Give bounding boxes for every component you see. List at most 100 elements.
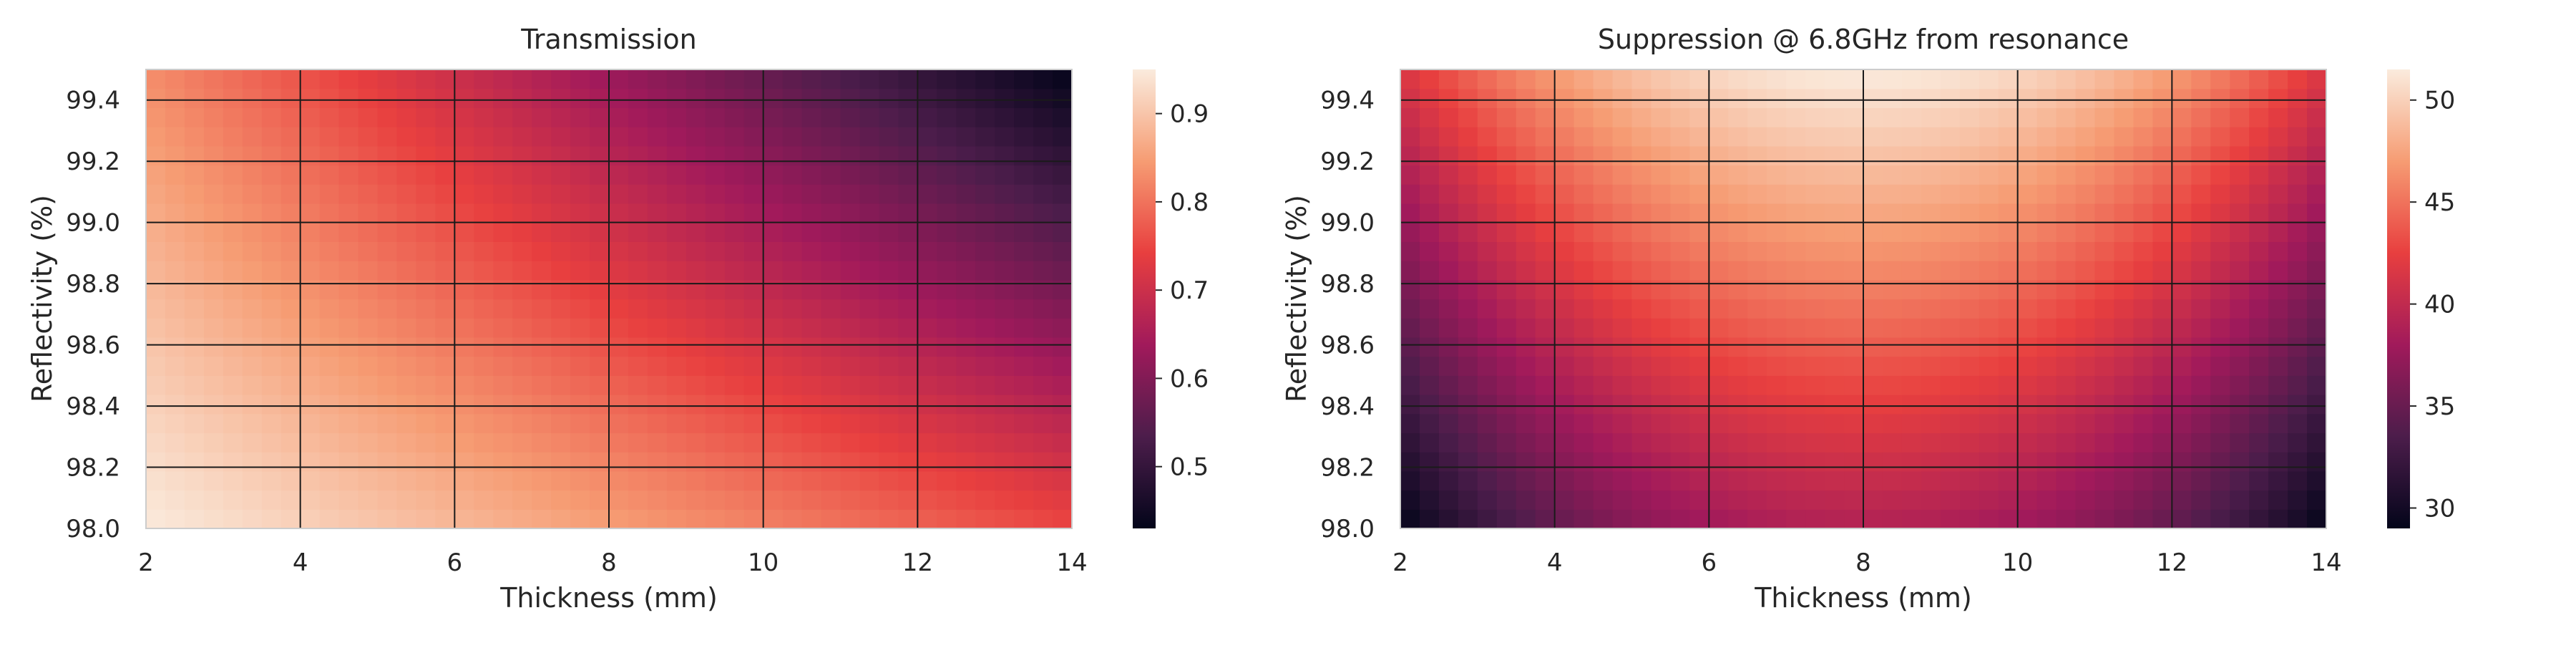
heatmap-cell xyxy=(184,470,205,491)
heatmap-cell xyxy=(2172,509,2192,529)
heatmap-cell xyxy=(570,145,590,166)
heatmap-cell xyxy=(1747,356,1767,376)
heatmap-cell xyxy=(319,203,340,223)
x-tick-label: 12 xyxy=(902,548,933,577)
heatmap-cell xyxy=(2191,490,2211,510)
heatmap-cell xyxy=(300,452,321,472)
heatmap-cell xyxy=(2036,203,2057,223)
heatmap-cell xyxy=(2249,395,2269,415)
heatmap-cell xyxy=(2172,165,2192,185)
heatmap-cell xyxy=(512,107,532,127)
heatmap-cell xyxy=(203,470,224,491)
heatmap-cell xyxy=(1631,261,1652,281)
heatmap-cell xyxy=(1014,222,1034,242)
heatmap-cell xyxy=(705,470,726,491)
heatmap-cell xyxy=(2288,413,2308,434)
heatmap-cell xyxy=(1805,107,1825,127)
heatmap-cell xyxy=(801,107,822,127)
heatmap-cell xyxy=(724,261,745,281)
heatmap-cell xyxy=(1612,241,1633,261)
heatmap-cell xyxy=(1477,490,1498,510)
heatmap-cell xyxy=(879,165,899,185)
heatmap-cell xyxy=(743,203,764,223)
heatmap-cell xyxy=(1033,222,1053,242)
heatmap-cell xyxy=(1516,203,1536,223)
heatmap-cell xyxy=(493,490,513,510)
heatmap-cell xyxy=(1651,261,1672,281)
heatmap-cell xyxy=(203,222,224,242)
heatmap-cell xyxy=(358,318,379,338)
heatmap-cell xyxy=(840,184,861,204)
heatmap-cell xyxy=(1400,395,1420,415)
heatmap-cell xyxy=(1882,356,1903,376)
heatmap-cell xyxy=(1882,203,1903,223)
colorbar-tick-label: 0.7 xyxy=(1170,276,1209,305)
heatmap-cell xyxy=(1998,395,2019,415)
heatmap-cell xyxy=(454,261,474,281)
heatmap-cell xyxy=(1709,165,1729,185)
heatmap-cell xyxy=(2230,127,2250,147)
heatmap-cell xyxy=(280,222,301,242)
heatmap-cell xyxy=(300,69,321,90)
heatmap-cell xyxy=(1979,509,1999,529)
heatmap-cell xyxy=(261,452,282,472)
heatmap-cell xyxy=(975,432,995,453)
heatmap-cell xyxy=(859,413,880,434)
heatmap-cell xyxy=(203,261,224,281)
heatmap-cell xyxy=(2075,184,2096,204)
heatmap-cell xyxy=(300,279,321,300)
heatmap-cell xyxy=(2056,509,2077,529)
heatmap-cell xyxy=(2288,279,2308,300)
heatmap-cell xyxy=(1419,261,1440,281)
heatmap-cell xyxy=(1805,145,1825,166)
heatmap-cell xyxy=(1593,413,1614,434)
heatmap-cell xyxy=(1844,432,1864,453)
heatmap-cell xyxy=(1458,470,1478,491)
heatmap-cell xyxy=(1593,88,1614,109)
heatmap-cell xyxy=(2249,127,2269,147)
heatmap-cell xyxy=(1940,222,1961,242)
heatmap-cell xyxy=(686,261,706,281)
heatmap-cell xyxy=(1767,395,1787,415)
heatmap-cell xyxy=(1053,509,1073,529)
heatmap-cell xyxy=(146,145,166,166)
heatmap-cell xyxy=(1728,337,1748,357)
heatmap-cell xyxy=(1825,107,1845,127)
heatmap-cell xyxy=(1998,241,2019,261)
heatmap-cell xyxy=(782,279,803,300)
heatmap-cell xyxy=(2114,127,2135,147)
heatmap-cell xyxy=(203,452,224,472)
heatmap-cell xyxy=(1728,241,1748,261)
heatmap-cell xyxy=(917,127,937,147)
heatmap-cell xyxy=(1979,413,1999,434)
heatmap-cell xyxy=(937,88,957,109)
heatmap-cell xyxy=(1516,432,1536,453)
heatmap-cell xyxy=(840,145,861,166)
heatmap-cell xyxy=(551,452,571,472)
heatmap-cell xyxy=(165,107,185,127)
heatmap-cell xyxy=(1786,88,1806,109)
heatmap-cell xyxy=(2075,299,2096,319)
heatmap-cell xyxy=(1554,375,1575,395)
heatmap-cell xyxy=(1747,413,1767,434)
heatmap-cell xyxy=(590,222,610,242)
heatmap-cell xyxy=(1477,299,1498,319)
heatmap-cell xyxy=(319,337,340,357)
heatmap-cell xyxy=(1014,241,1034,261)
heatmap-cell xyxy=(358,203,379,223)
heatmap-cell xyxy=(975,261,995,281)
heatmap-cell xyxy=(570,490,590,510)
heatmap-cell xyxy=(859,165,880,185)
heatmap-cell xyxy=(2075,127,2096,147)
heatmap-cell xyxy=(1882,395,1903,415)
heatmap-cell xyxy=(840,279,861,300)
heatmap-cell xyxy=(2152,261,2172,281)
heatmap-cell xyxy=(1400,165,1420,185)
heatmap-cell xyxy=(743,490,764,510)
heatmap-cell xyxy=(242,395,263,415)
heatmap-cell xyxy=(2075,509,2096,529)
heatmap-cell xyxy=(628,261,648,281)
heatmap-cell xyxy=(743,241,764,261)
heatmap-cell xyxy=(2152,337,2172,357)
heatmap-cell xyxy=(1901,69,1922,90)
